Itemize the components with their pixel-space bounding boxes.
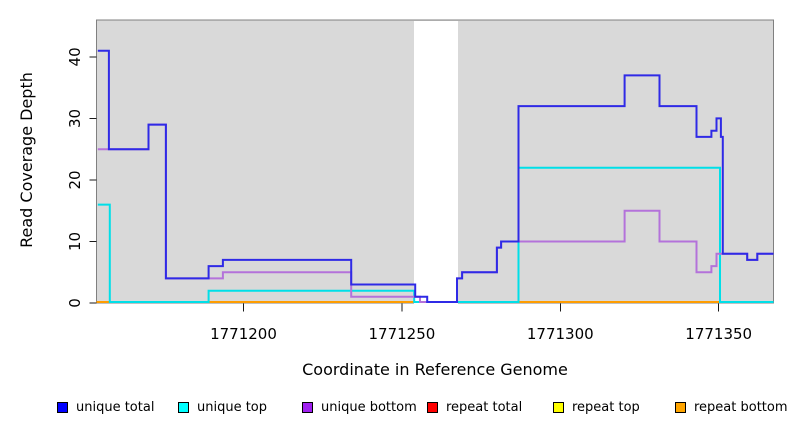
legend-label-unique-bottom: unique bottom xyxy=(321,399,417,415)
legend-item-unique-bottom: unique bottom xyxy=(302,399,417,415)
legend-swatch-unique-total xyxy=(57,401,68,413)
legend-label-repeat-bottom: repeat bottom xyxy=(694,399,788,415)
legend-item-unique-total: unique total xyxy=(57,399,154,415)
x-tick-label: 1771200 xyxy=(210,325,277,343)
coverage-gap-band xyxy=(414,21,458,305)
legend-swatch-unique-bottom xyxy=(302,401,313,413)
x-tick-label: 1771350 xyxy=(685,325,752,343)
x-axis-title: Coordinate in Reference Genome xyxy=(302,360,568,379)
legend-item-repeat-total: repeat total xyxy=(427,399,522,415)
x-tick-label: 1771300 xyxy=(527,325,594,343)
legend-swatch-repeat-bottom xyxy=(675,401,686,413)
y-axis-title: Read Coverage Depth xyxy=(17,72,36,248)
legend-item-repeat-top: repeat top xyxy=(553,399,640,415)
series-unique-total xyxy=(97,49,774,303)
legend-swatch-repeat-top xyxy=(553,401,564,413)
y-tick-label: 10 xyxy=(66,232,84,251)
legend-item-repeat-bottom: repeat bottom xyxy=(675,399,788,415)
legend-swatch-repeat-total xyxy=(427,401,438,413)
y-tick-label: 20 xyxy=(66,170,84,189)
legend-label-unique-total: unique total xyxy=(76,399,155,415)
x-tick-label: 1771250 xyxy=(368,325,435,343)
legend: unique total unique top unique bottom repea… xyxy=(0,399,792,419)
y-tick-label: 0 xyxy=(66,298,84,308)
y-tick-label: 30 xyxy=(66,109,84,128)
legend-item-unique-top: unique top xyxy=(178,399,267,415)
legend-swatch-unique-top xyxy=(178,401,189,413)
legend-label-repeat-top: repeat top xyxy=(572,399,640,415)
legend-label-repeat-total: repeat total xyxy=(446,399,523,415)
y-tick-label: 40 xyxy=(66,47,84,66)
legend-label-unique-top: unique top xyxy=(197,399,268,415)
